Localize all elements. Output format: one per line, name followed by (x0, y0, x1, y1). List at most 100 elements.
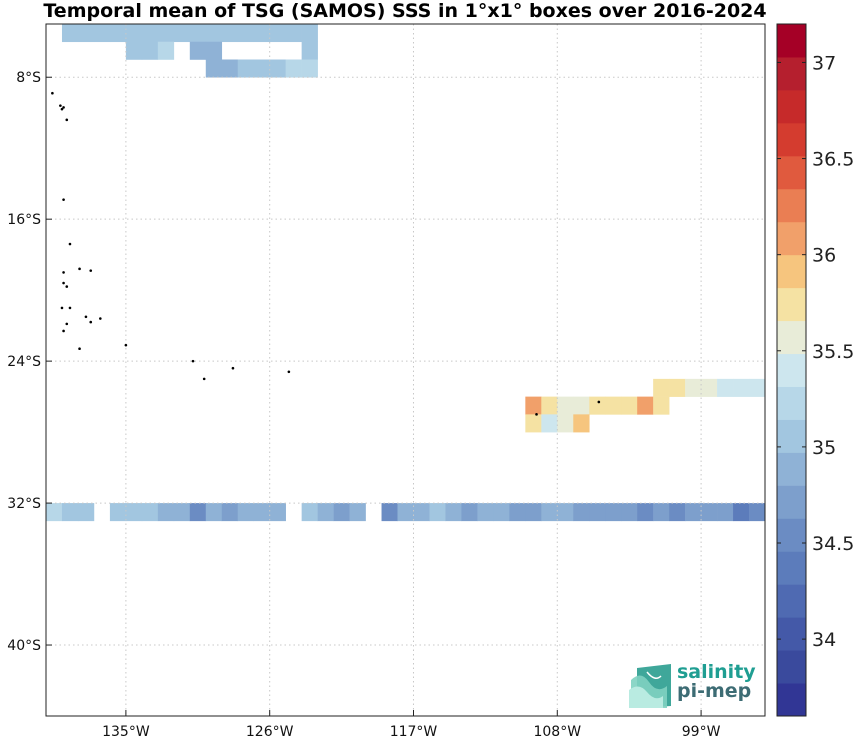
sss-cell (109, 24, 127, 43)
sss-cell (141, 503, 159, 522)
sss-cell (717, 503, 734, 522)
sss-cell (301, 503, 318, 522)
sss-cell (573, 396, 590, 415)
island-dot (60, 306, 64, 310)
colorbar-tick-label: 34.5 (812, 533, 853, 555)
sss-cell (541, 503, 558, 522)
sss-cell (477, 503, 494, 522)
colorbar-segment (777, 287, 806, 322)
sss-cell (541, 396, 558, 415)
lon-tick-label: 108°W (533, 724, 581, 740)
island-dot (535, 413, 538, 416)
sss-cell (525, 414, 542, 433)
sss-cell (653, 503, 670, 522)
sss-cell (301, 41, 318, 60)
sss-cell (525, 396, 542, 415)
sss-cell (605, 396, 622, 415)
sss-cell (749, 378, 766, 397)
sss-cell (157, 24, 175, 43)
sss-cell (685, 378, 702, 397)
lat-tick-label: 8°S (16, 70, 41, 86)
sss-cell (669, 378, 686, 397)
island-dot (78, 347, 81, 351)
sss-cell (573, 414, 590, 433)
sss-cell (413, 503, 430, 522)
island-dot (231, 366, 235, 370)
sss-cell (93, 24, 111, 43)
sss-cell (557, 414, 574, 433)
colorbar-tick-label: 37 (812, 52, 836, 74)
island-dot (68, 242, 72, 246)
gridlines (46, 24, 765, 716)
sss-cell (237, 59, 255, 78)
island-dot (202, 377, 206, 381)
island-dot (124, 343, 128, 347)
sss-cell (285, 24, 302, 43)
sss-cell (509, 503, 526, 522)
sss-cell (397, 503, 414, 522)
colorbar-segment (777, 683, 806, 717)
colorbar-segment (777, 452, 806, 486)
island-dot (65, 322, 69, 326)
island-dot (59, 104, 62, 107)
island-dot (191, 359, 195, 363)
sss-cell (541, 414, 558, 433)
sss-cell (189, 41, 207, 60)
island-dot (51, 91, 54, 95)
sss-cell (637, 396, 654, 415)
lat-tick-label: 40°S (7, 638, 41, 654)
sss-cell (125, 503, 143, 522)
sss-cell (141, 41, 159, 60)
sss-cell (381, 503, 398, 522)
sss-cell (557, 503, 574, 522)
sss-cell (285, 59, 302, 78)
colorbar-tick-label: 36 (812, 245, 836, 267)
colorbar-tick-label: 36.5 (812, 149, 853, 171)
sss-cell (733, 378, 750, 397)
colorbar-segment (777, 24, 806, 58)
island-dot (287, 370, 291, 374)
sss-cell (685, 503, 702, 522)
sss-cell (749, 503, 766, 522)
sss-cell (333, 503, 350, 522)
island-dot (62, 106, 65, 109)
sss-cell (637, 503, 654, 522)
sss-cell (733, 503, 750, 522)
sss-cell (573, 503, 590, 522)
colorbar-segment (777, 89, 806, 124)
island-dot (597, 400, 601, 404)
sss-cell (717, 378, 734, 397)
colorbar-segment (777, 617, 806, 651)
island-dot (68, 306, 72, 310)
island-dot (62, 271, 65, 274)
sss-cell (61, 24, 79, 43)
sss-cell (301, 24, 318, 43)
island-dot (62, 329, 65, 333)
sss-cell (445, 503, 462, 522)
colorbar-segment (777, 188, 806, 223)
axis-ticks: 135°W 126°W 117°W 108°W 99°W 8°S 16°S 24°S 32°S 4… (7, 70, 720, 740)
sss-cell (157, 41, 175, 60)
island-dot (99, 317, 102, 320)
sss-cell (189, 24, 207, 43)
sss-cell (46, 503, 63, 522)
sss-cell (221, 503, 239, 522)
colorbar-segment (777, 518, 806, 552)
sss-cell (621, 396, 638, 415)
sss-cell (669, 503, 686, 522)
sss-cell (237, 503, 255, 522)
sss-cell (653, 378, 670, 397)
colorbar-segment (777, 650, 806, 684)
sss-cell (157, 503, 175, 522)
sss-cell (125, 24, 143, 43)
sss-cell (301, 59, 318, 78)
sss-cell (269, 24, 286, 43)
colorbar-tick-label: 34 (812, 629, 836, 651)
sss-cell (205, 59, 223, 78)
sss-cell (253, 503, 270, 522)
waves-logo-icon (629, 664, 671, 708)
sss-cell (701, 378, 718, 397)
lon-tick-label: 99°W (682, 724, 721, 740)
sss-cell (605, 503, 622, 522)
